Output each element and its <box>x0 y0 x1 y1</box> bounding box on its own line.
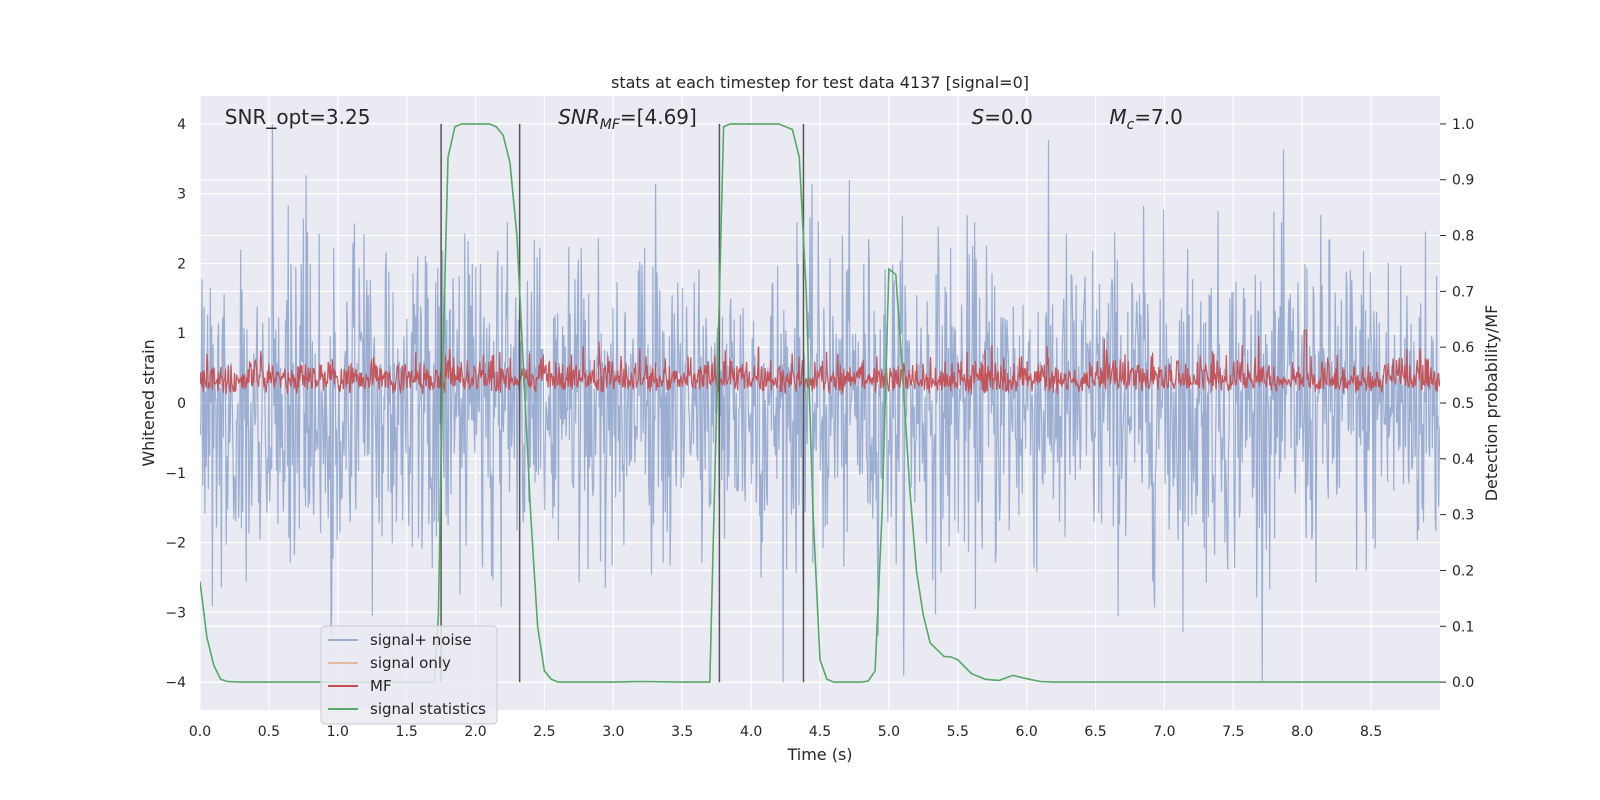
legend-label-signal-only: signal only <box>370 654 451 672</box>
annotation-0: SNR_opt=3.25 <box>225 105 371 129</box>
y-left-tick-label: −3 <box>165 605 186 621</box>
y-right-tick-label: 0.5 <box>1452 396 1474 412</box>
x-tick-label: 0.0 <box>189 724 211 740</box>
x-tick-label: 8.0 <box>1291 724 1313 740</box>
x-tick-label: 3.0 <box>602 724 624 740</box>
chart-title: stats at each timestep for test data 413… <box>611 73 1029 92</box>
y-left-tick-label: −1 <box>165 466 186 482</box>
series-mf <box>200 329 1440 395</box>
y-left-tick-label: 4 <box>177 117 186 133</box>
x-tick-label: 1.5 <box>396 724 418 740</box>
x-tick-label: 2.5 <box>533 724 555 740</box>
x-tick-label: 7.0 <box>1153 724 1175 740</box>
y-right-tick-label: 0.6 <box>1452 340 1474 356</box>
legend: signal+ noise signal only MF signal stat… <box>320 625 498 725</box>
y-right-tick-label: 0.3 <box>1452 508 1474 524</box>
vertical-markers <box>440 123 805 683</box>
y-right-tick-label: 0.4 <box>1452 452 1474 468</box>
x-tick-label: 5.0 <box>878 724 900 740</box>
legend-label-signal-statistics: signal statistics <box>370 700 486 718</box>
legend-frame <box>320 625 498 725</box>
y-right-tick-label: 0.2 <box>1452 563 1474 579</box>
series-signal-noise <box>200 123 1440 683</box>
legend-label-signal-noise: signal+ noise <box>370 631 472 649</box>
x-tick-label: 0.5 <box>258 724 280 740</box>
x-tick-label: 4.5 <box>809 724 831 740</box>
x-tick-label: 6.5 <box>1084 724 1106 740</box>
x-tick-label: 7.5 <box>1222 724 1244 740</box>
y-axis-left-label: Whitened strain <box>139 339 158 466</box>
y-right-tick-label: 0.8 <box>1452 229 1474 245</box>
y-left-tick-label: 3 <box>177 187 186 203</box>
x-tick-label: 5.5 <box>947 724 969 740</box>
y-axis-left-ticks: −4 −3 −2 −1 0 1 2 3 4 <box>165 117 186 691</box>
annotations: SNR_opt=3.25 SNRMF=[4.69] S=0.0 Mc=7.0 <box>225 105 1183 133</box>
y-axis-right-label: Detection probability/MF <box>1482 305 1501 502</box>
x-tick-label: 2.0 <box>464 724 486 740</box>
x-axis-label: Time (s) <box>786 745 852 764</box>
y-axis-right-ticks: 0.0 0.1 0.2 0.3 0.4 0.5 0.6 0.7 0.8 0.9 1.0 <box>1440 117 1474 691</box>
y-right-tick-label: 0.9 <box>1452 173 1474 189</box>
annotation-2: S=0.0 <box>972 105 1033 129</box>
y-right-tick-label: 0.7 <box>1452 284 1474 300</box>
y-right-tick-label: 1.0 <box>1452 117 1474 133</box>
y-left-tick-label: 0 <box>177 396 186 412</box>
x-tick-label: 3.5 <box>671 724 693 740</box>
y-left-tick-label: −4 <box>165 675 186 691</box>
y-left-tick-label: 2 <box>177 256 186 272</box>
y-right-tick-label: 0.0 <box>1452 675 1474 691</box>
x-tick-label: 4.0 <box>740 724 762 740</box>
y-left-tick-label: −2 <box>165 536 186 552</box>
legend-label-mf: MF <box>370 677 392 695</box>
annotation-3: Mc=7.0 <box>1109 105 1183 133</box>
x-tick-label: 8.5 <box>1360 724 1382 740</box>
series-signal-statistics <box>200 123 1440 683</box>
y-left-tick-label: 1 <box>177 326 186 342</box>
annotation-1: SNRMF=[4.69] <box>558 105 697 133</box>
x-tick-label: 6.0 <box>1016 724 1038 740</box>
x-axis-ticks: 0.0 0.5 1.0 1.5 2.0 2.5 3.0 3.5 4.0 4.5 5.0 5.5 6.0 6… <box>189 724 1382 740</box>
y-right-tick-label: 0.1 <box>1452 619 1474 635</box>
x-tick-label: 1.0 <box>327 724 349 740</box>
